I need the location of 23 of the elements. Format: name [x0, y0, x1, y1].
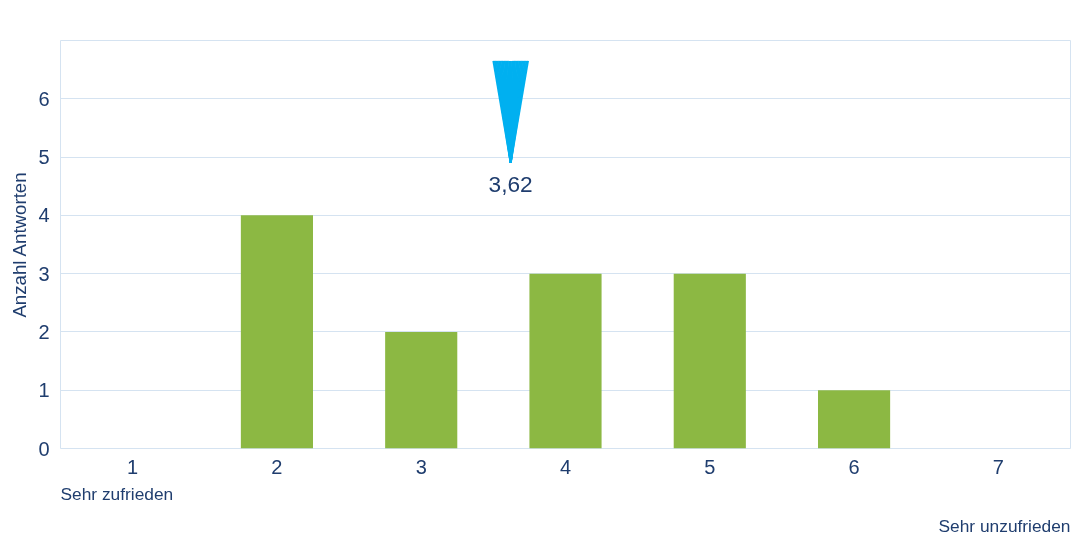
text: Sehr zufrieden — [60, 483, 174, 504]
y-tick-label: 0 — [38, 437, 50, 460]
bar — [818, 390, 891, 449]
x-tick-label: 7 — [992, 455, 1004, 478]
y-tick-label: 5 — [38, 146, 50, 169]
y-tick-label: 4 — [38, 204, 50, 227]
bar — [385, 331, 458, 449]
ref-line-label: 3,62 — [488, 171, 533, 198]
x-tick-label: 5 — [704, 455, 716, 478]
y-tick-label: 3 — [38, 262, 50, 285]
x-tick-label: 3 — [415, 455, 427, 478]
bar — [673, 273, 746, 449]
x-tick-label: 6 — [848, 455, 860, 478]
bar — [529, 273, 602, 449]
x-tick-label: 2 — [271, 455, 283, 478]
y-tick-label: 6 — [38, 87, 50, 110]
bar — [240, 215, 313, 449]
x-tick-label: 1 — [127, 455, 139, 478]
y-tick-label: 1 — [38, 379, 50, 402]
y-tick-label: 2 — [38, 320, 50, 343]
x-tick-label: 4 — [559, 455, 572, 478]
y-axis-title: Anzahl Antworten — [9, 172, 31, 318]
text: Sehr unzufrieden — [938, 515, 1071, 536]
